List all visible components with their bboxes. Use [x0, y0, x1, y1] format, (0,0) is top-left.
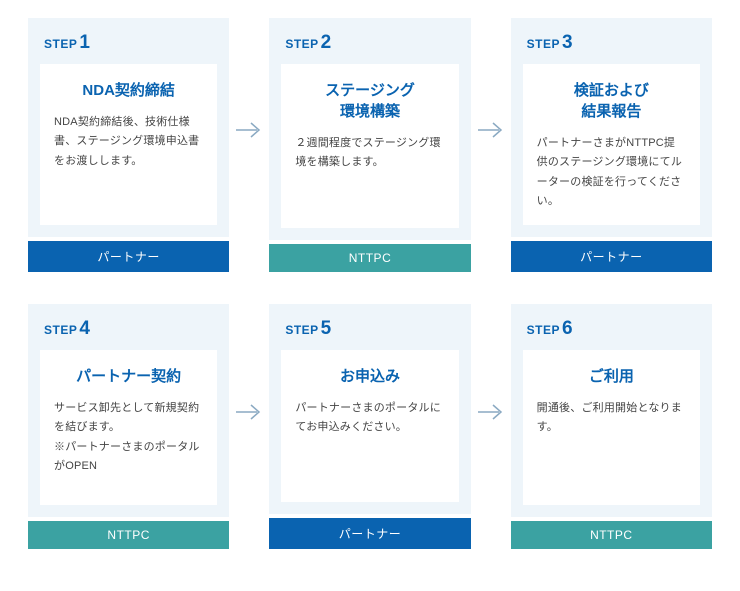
- step-prefix: STEP: [44, 37, 77, 51]
- step-prefix: STEP: [527, 323, 560, 337]
- arrow-right-icon: [477, 403, 505, 421]
- arrow-4-5: [229, 304, 269, 549]
- step-badge-partner: パートナー: [269, 518, 470, 549]
- step-card: お申込み パートナーさまのポータルにてお申込みください。: [281, 350, 458, 502]
- step-prefix: STEP: [44, 323, 77, 337]
- step-body: NDA契約締結後、技術仕様書、ステージング環境申込書をお渡しします。: [54, 113, 203, 171]
- step-label: STEP6: [523, 318, 700, 340]
- step-2: STEP2 ステージング環境構築 ２週間程度でステージング環境を構築します。 N…: [269, 18, 470, 272]
- arrow-1-2: [229, 18, 269, 272]
- arrow-2-3: [471, 18, 511, 272]
- step-4: STEP4 パートナー契約 サービス卸先として新規契約を結びます。※パートナーさ…: [28, 304, 229, 549]
- step-1: STEP1 NDA契約締結 NDA契約締結後、技術仕様書、ステージング環境申込書…: [28, 18, 229, 272]
- step-prefix: STEP: [285, 37, 318, 51]
- step-title: お申込み: [295, 366, 444, 387]
- step-prefix: STEP: [285, 323, 318, 337]
- step-title: ご利用: [537, 366, 686, 387]
- step-badge-partner: パートナー: [28, 241, 229, 272]
- step-number: 3: [562, 32, 573, 53]
- step-box: STEP4 パートナー契約 サービス卸先として新規契約を結びます。※パートナーさ…: [28, 304, 229, 517]
- step-badge-partner: パートナー: [511, 241, 712, 272]
- step-title: パートナー契約: [54, 366, 203, 387]
- arrow-right-icon: [235, 121, 263, 139]
- step-label: STEP2: [281, 32, 458, 54]
- step-badge-nttpc: NTTPC: [28, 521, 229, 549]
- step-card: NDA契約締結 NDA契約締結後、技術仕様書、ステージング環境申込書をお渡ししま…: [40, 64, 217, 225]
- step-number: 5: [321, 318, 332, 339]
- step-label: STEP1: [40, 32, 217, 54]
- step-6: STEP6 ご利用 開通後、ご利用開始となります。 NTTPC: [511, 304, 712, 549]
- step-box: STEP2 ステージング環境構築 ２週間程度でステージング環境を構築します。: [269, 18, 470, 240]
- step-number: 2: [321, 32, 332, 53]
- step-label: STEP4: [40, 318, 217, 340]
- arrow-5-6: [471, 304, 511, 549]
- step-badge-nttpc: NTTPC: [511, 521, 712, 549]
- step-body: パートナーさまのポータルにてお申込みください。: [295, 399, 444, 438]
- steps-grid: STEP1 NDA契約締結 NDA契約締結後、技術仕様書、ステージング環境申込書…: [28, 18, 712, 549]
- arrow-right-icon: [235, 403, 263, 421]
- arrow-right-icon: [477, 121, 505, 139]
- step-number: 1: [79, 32, 90, 53]
- step-title: ステージング環境構築: [295, 80, 444, 122]
- step-body: ２週間程度でステージング環境を構築します。: [295, 134, 444, 173]
- step-body: サービス卸先として新規契約を結びます。※パートナーさまのポータルがOPEN: [54, 399, 203, 476]
- step-body: 開通後、ご利用開始となります。: [537, 399, 686, 438]
- step-label: STEP3: [523, 32, 700, 54]
- step-box: STEP1 NDA契約締結 NDA契約締結後、技術仕様書、ステージング環境申込書…: [28, 18, 229, 237]
- step-number: 6: [562, 318, 573, 339]
- step-card: ご利用 開通後、ご利用開始となります。: [523, 350, 700, 505]
- step-box: STEP5 お申込み パートナーさまのポータルにてお申込みください。: [269, 304, 470, 514]
- step-body: パートナーさまがNTTPC提供のステージング環境にてルーターの検証を行ってくださ…: [537, 134, 686, 211]
- step-box: STEP6 ご利用 開通後、ご利用開始となります。: [511, 304, 712, 517]
- step-title: 検証および結果報告: [537, 80, 686, 122]
- step-3: STEP3 検証および結果報告 パートナーさまがNTTPC提供のステージング環境…: [511, 18, 712, 272]
- step-card: 検証および結果報告 パートナーさまがNTTPC提供のステージング環境にてルーター…: [523, 64, 700, 225]
- step-card: ステージング環境構築 ２週間程度でステージング環境を構築します。: [281, 64, 458, 228]
- step-5: STEP5 お申込み パートナーさまのポータルにてお申込みください。 パートナー: [269, 304, 470, 549]
- step-box: STEP3 検証および結果報告 パートナーさまがNTTPC提供のステージング環境…: [511, 18, 712, 237]
- step-card: パートナー契約 サービス卸先として新規契約を結びます。※パートナーさまのポータル…: [40, 350, 217, 505]
- step-label: STEP5: [281, 318, 458, 340]
- step-title: NDA契約締結: [54, 80, 203, 101]
- step-prefix: STEP: [527, 37, 560, 51]
- step-number: 4: [79, 318, 90, 339]
- step-badge-nttpc: NTTPC: [269, 244, 470, 272]
